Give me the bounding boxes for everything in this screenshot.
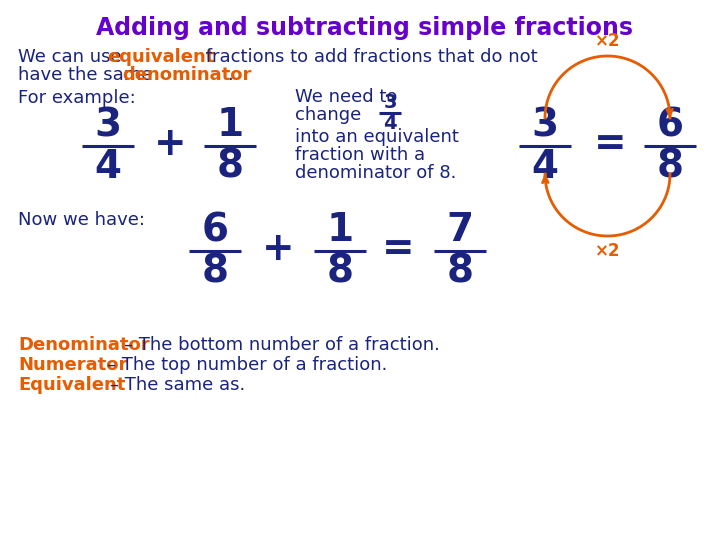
Text: =: = [381, 230, 414, 268]
Text: 4: 4 [531, 148, 558, 186]
Text: ×2: ×2 [595, 32, 620, 50]
Text: denominator of 8.: denominator of 8. [295, 164, 456, 182]
Text: – The top number of a fraction.: – The top number of a fraction. [107, 356, 387, 374]
Text: 8: 8 [216, 148, 243, 186]
Text: have the same: have the same [18, 66, 158, 84]
Text: =: = [594, 125, 626, 163]
Text: denominator: denominator [122, 66, 251, 84]
Text: 8: 8 [326, 253, 354, 291]
Text: 8: 8 [657, 148, 684, 186]
Text: 3: 3 [531, 106, 558, 144]
Text: We can use: We can use [18, 48, 127, 66]
Text: Adding and subtracting simple fractions: Adding and subtracting simple fractions [95, 16, 633, 40]
Text: 6: 6 [657, 106, 684, 144]
Text: change: change [295, 106, 361, 124]
Text: +: + [154, 125, 186, 163]
Text: Equivalent: Equivalent [18, 376, 125, 394]
Text: fractions to add fractions that do not: fractions to add fractions that do not [200, 48, 537, 66]
Text: Now we have:: Now we have: [18, 211, 145, 229]
Text: into an equivalent: into an equivalent [295, 128, 459, 146]
Text: 8: 8 [446, 253, 473, 291]
Text: .: . [227, 66, 233, 84]
Text: 1: 1 [216, 106, 244, 144]
Text: 3: 3 [95, 106, 122, 144]
Text: – The bottom number of a fraction.: – The bottom number of a fraction. [124, 336, 440, 354]
Text: 1: 1 [326, 211, 354, 249]
Text: +: + [261, 230, 294, 268]
Text: 8: 8 [202, 253, 229, 291]
Text: 4: 4 [383, 114, 397, 133]
Text: Numerator: Numerator [18, 356, 127, 374]
Text: 3: 3 [383, 93, 397, 112]
Text: We need to: We need to [295, 88, 397, 106]
Text: ×2: ×2 [595, 242, 620, 260]
Text: equivalent: equivalent [107, 48, 214, 66]
Text: – The same as.: – The same as. [110, 376, 245, 394]
Text: fraction with a: fraction with a [295, 146, 425, 164]
Text: 4: 4 [95, 148, 122, 186]
Text: 6: 6 [202, 211, 229, 249]
Text: 7: 7 [446, 211, 473, 249]
Text: For example:: For example: [18, 89, 135, 107]
Text: Denominator: Denominator [18, 336, 150, 354]
